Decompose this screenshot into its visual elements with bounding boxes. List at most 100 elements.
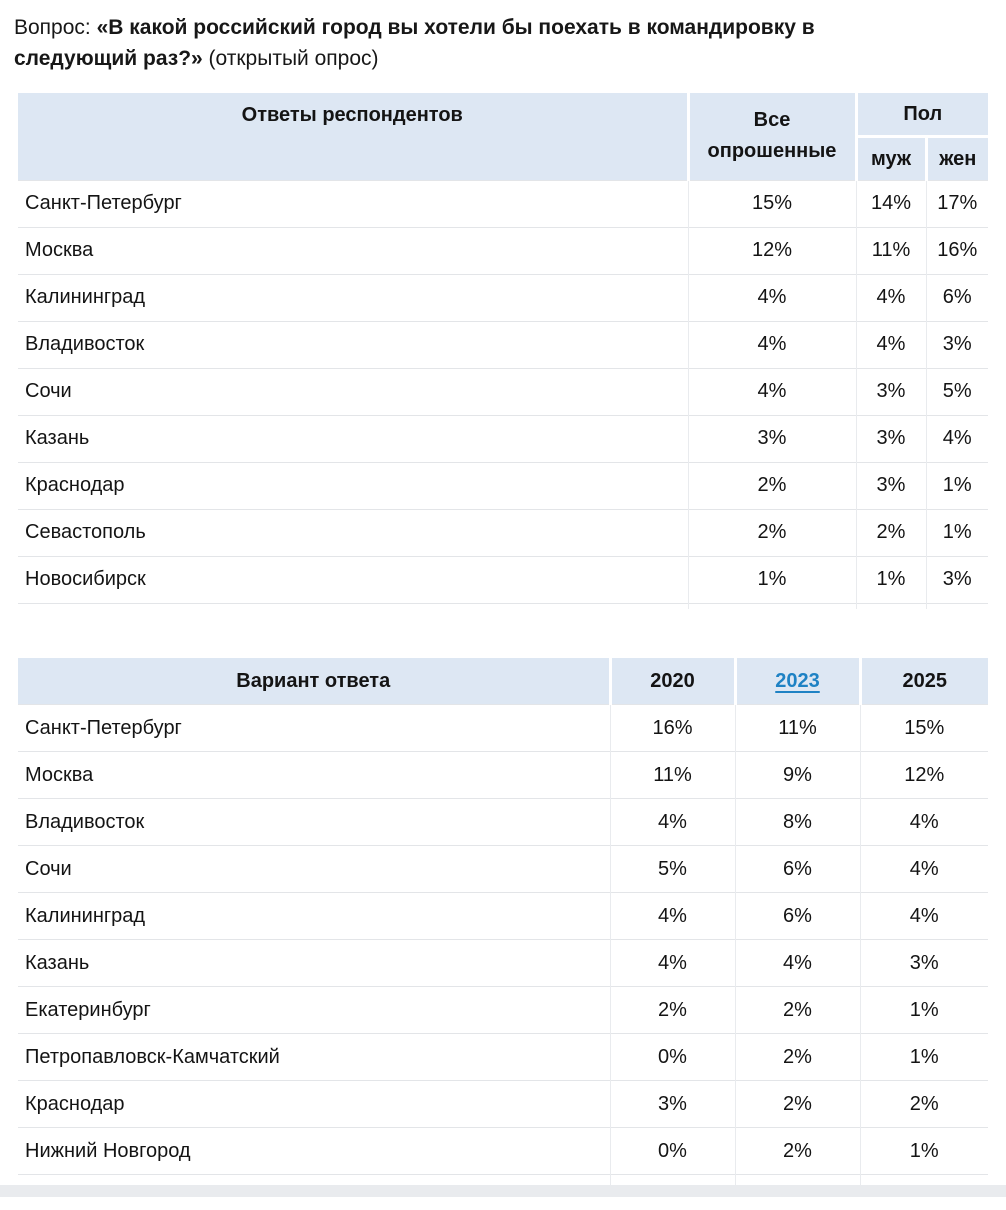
col-header-male: муж: [856, 136, 928, 180]
answer-cell: Санкт-Петербург: [18, 179, 688, 227]
table-row: Казань 3% 3% 4%: [18, 414, 988, 462]
percent-cell: 2%: [734, 1127, 860, 1175]
survey-table-by-year: Вариант ответа 2020 2023 2025 Санкт-Пете…: [18, 657, 988, 1185]
answer-cell: Краснодар: [18, 1080, 610, 1128]
percent-cell: 1%: [855, 555, 926, 603]
survey-table-by-gender: Ответы респондентов Все опрошенные Пол м…: [18, 93, 988, 609]
answer-cell: Новосибирск: [18, 555, 688, 603]
answer-cell: Краснодар: [18, 461, 688, 509]
percent-cell: 1%: [859, 1127, 988, 1175]
table-row: Москва 11% 9% 12%: [18, 751, 988, 799]
answer-cell: Севастополь: [18, 508, 688, 556]
percent-cell: 3%: [855, 414, 926, 462]
percent-cell: 2%: [687, 508, 856, 556]
percent-cell: 6%: [734, 892, 860, 940]
percent-cell: 11%: [609, 751, 735, 799]
percent-cell: 1%: [859, 1033, 988, 1081]
percent-cell: 9%: [734, 751, 860, 799]
col-header-all-respondents: Все опрошенные: [688, 93, 858, 180]
table-row: Сочи 4% 3% 5%: [18, 367, 988, 415]
col-header-2023: 2023: [735, 657, 862, 705]
percent-cell: 4%: [859, 892, 988, 940]
percent-cell: 16%: [609, 704, 735, 752]
answer-cell: Сочи: [18, 367, 688, 415]
year-2023-link[interactable]: 2023: [775, 669, 820, 692]
table-row: Екатеринбург 2% 2% 1%: [18, 986, 988, 1034]
table-row: Калининград 4% 4% 6%: [18, 273, 988, 321]
cut-off-row: [18, 1174, 988, 1185]
percent-cell: 4%: [925, 414, 988, 462]
answer-cell: Владивосток: [18, 798, 610, 846]
answer-cell: Сочи: [18, 845, 610, 893]
percent-cell: 4%: [609, 939, 735, 987]
percent-cell: 4%: [859, 798, 988, 846]
col-header-gender: Пол: [856, 93, 988, 138]
percent-cell: 17%: [925, 179, 988, 227]
percent-cell: 4%: [609, 892, 735, 940]
percent-cell: 4%: [609, 798, 735, 846]
percent-cell: 8%: [734, 798, 860, 846]
percent-cell: 3%: [855, 367, 926, 415]
percent-cell: 2%: [687, 461, 856, 509]
answer-cell: Владивосток: [18, 320, 688, 368]
answer-cell: Москва: [18, 226, 688, 274]
table1-header: Ответы респондентов Все опрошенные Пол м…: [18, 93, 988, 180]
percent-cell: 4%: [855, 273, 926, 321]
percent-cell: 5%: [609, 845, 735, 893]
percent-cell: 4%: [859, 845, 988, 893]
percent-cell: 1%: [859, 986, 988, 1034]
percent-cell: 6%: [925, 273, 988, 321]
percent-cell: 3%: [855, 461, 926, 509]
percent-cell: 0%: [609, 1033, 735, 1081]
table-row: Санкт-Петербург 16% 11% 15%: [18, 704, 988, 752]
percent-cell: 2%: [734, 1080, 860, 1128]
percent-cell: 3%: [859, 939, 988, 987]
col-header-2020: 2020: [610, 657, 737, 705]
table-row: Москва 12% 11% 16%: [18, 226, 988, 274]
table-row: Владивосток 4% 4% 3%: [18, 320, 988, 368]
percent-cell: 4%: [734, 939, 860, 987]
answer-cell: Казань: [18, 939, 610, 987]
table-row: Новосибирск 1% 1% 3%: [18, 555, 988, 603]
percent-cell: 2%: [859, 1080, 988, 1128]
question-bold-line2: следующий раз?»: [14, 47, 203, 70]
percent-cell: 4%: [687, 273, 856, 321]
table-row: Севастополь 2% 2% 1%: [18, 508, 988, 556]
table-row: Сочи 5% 6% 4%: [18, 845, 988, 893]
percent-cell: 14%: [855, 179, 926, 227]
table-row: Санкт-Петербург 15% 14% 17%: [18, 179, 988, 227]
percent-cell: 2%: [734, 1033, 860, 1081]
table2-header: Вариант ответа 2020 2023 2025: [18, 657, 988, 705]
percent-cell: 1%: [925, 461, 988, 509]
cut-off-row: [18, 602, 988, 609]
question-suffix: (открытый опрос): [202, 47, 379, 70]
percent-cell: 4%: [855, 320, 926, 368]
table1-body: Санкт-Петербург 15% 14% 17% Москва 12% 11% 16% К…: [18, 179, 988, 603]
percent-cell: 12%: [859, 751, 988, 799]
answer-cell: Калининград: [18, 892, 610, 940]
percent-cell: 3%: [925, 555, 988, 603]
percent-cell: 3%: [609, 1080, 735, 1128]
table-row: Калининград 4% 6% 4%: [18, 892, 988, 940]
question-label: Вопрос:: [14, 16, 97, 39]
percent-cell: 1%: [687, 555, 856, 603]
percent-cell: 11%: [734, 704, 860, 752]
answer-cell: Екатеринбург: [18, 986, 610, 1034]
percent-cell: 1%: [925, 508, 988, 556]
page-title: Вопрос: «В какой российский город вы хот…: [14, 12, 974, 74]
percent-cell: 5%: [925, 367, 988, 415]
answer-cell: Нижний Новгород: [18, 1127, 610, 1175]
percent-cell: 2%: [855, 508, 926, 556]
percent-cell: 15%: [859, 704, 988, 752]
percent-cell: 16%: [925, 226, 988, 274]
table2-body: Санкт-Петербург 16% 11% 15% Москва 11% 9% 12% Вл…: [18, 704, 988, 1175]
col-header-answers: Ответы респондентов: [18, 93, 690, 180]
answer-cell: Калининград: [18, 273, 688, 321]
table-row: Владивосток 4% 8% 4%: [18, 798, 988, 846]
page-bottom-strip: [0, 1185, 1006, 1197]
percent-cell: 3%: [687, 414, 856, 462]
table-row: Казань 4% 4% 3%: [18, 939, 988, 987]
percent-cell: 0%: [609, 1127, 735, 1175]
percent-cell: 12%: [687, 226, 856, 274]
percent-cell: 4%: [687, 320, 856, 368]
